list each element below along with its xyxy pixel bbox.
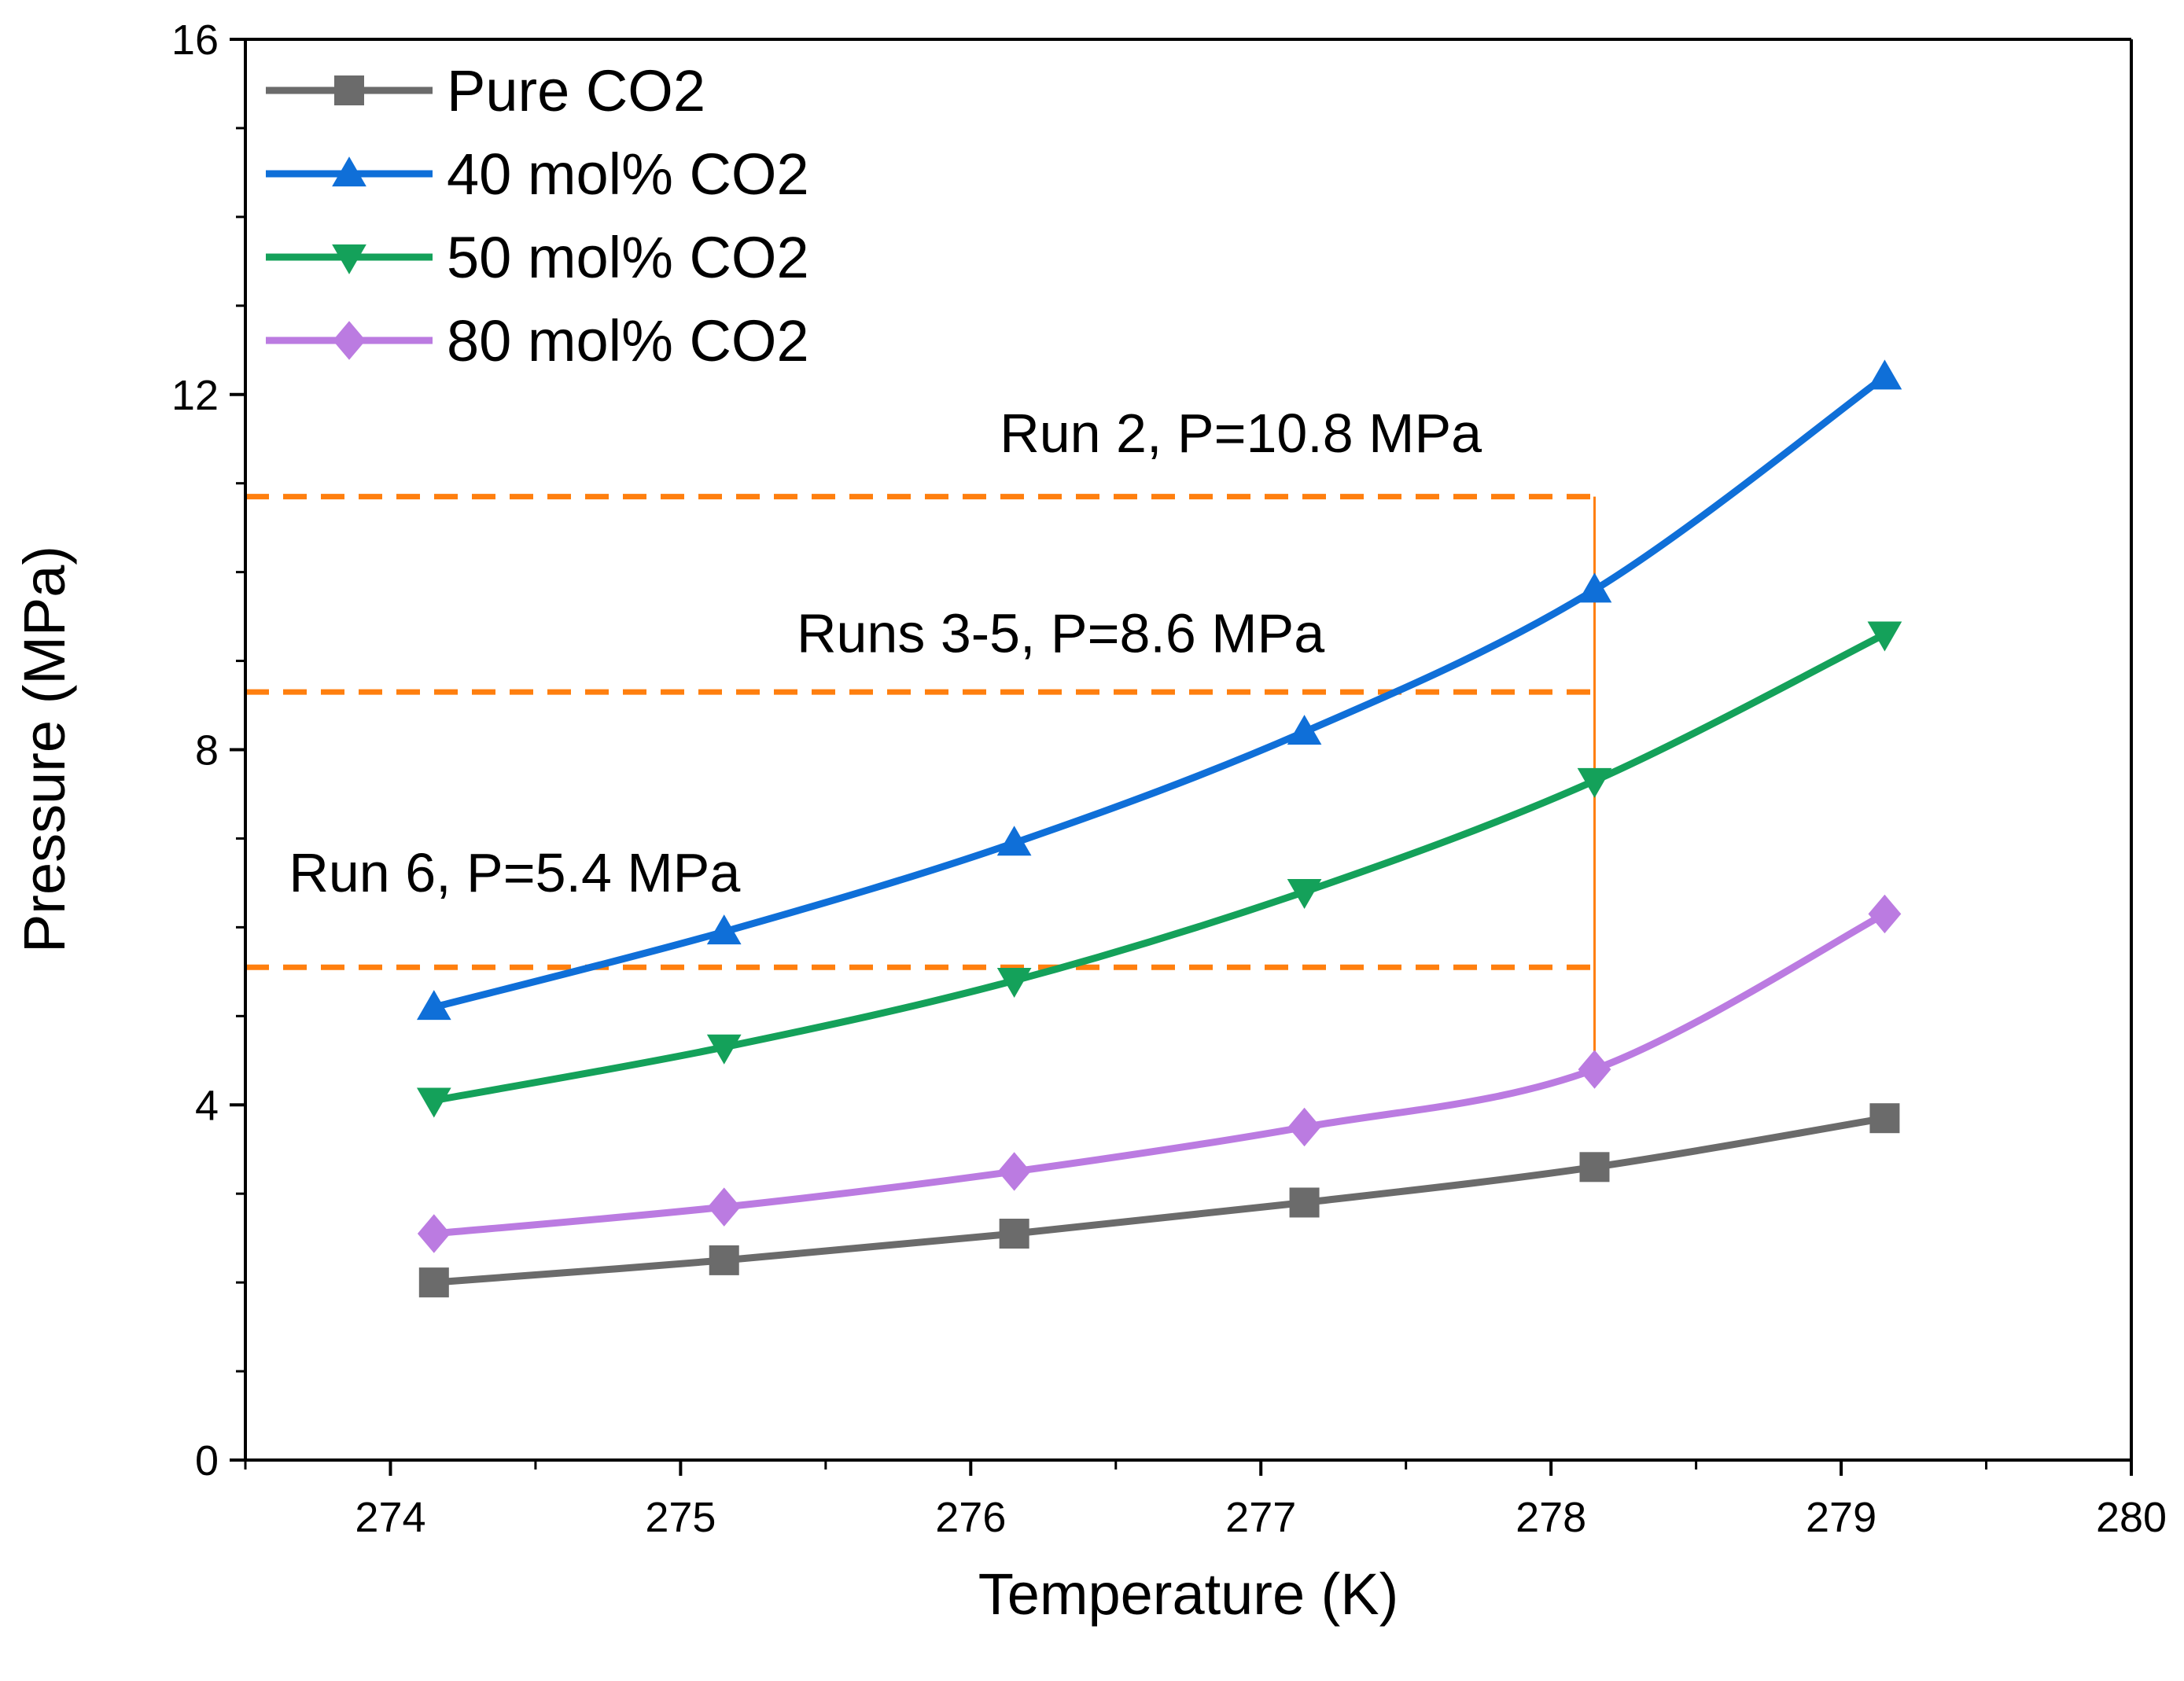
x-tick-label: 274 xyxy=(355,1494,425,1541)
data-point-pure-co2 xyxy=(418,1267,449,1298)
annotation-runs-3-5: Runs 3-5, P=8.6 MPa xyxy=(797,602,1324,664)
legend: Pure CO2 40 mol% CO2 50 mol% CO2 80 mol% CO… xyxy=(266,58,809,373)
y-tick-label: 8 xyxy=(195,727,219,774)
data-point-50-mol-co2 xyxy=(706,1034,742,1065)
legend-label-40-mol-co2: 40 mol% CO2 xyxy=(447,142,809,207)
x-axis-title: Temperature (K) xyxy=(978,1561,1399,1627)
data-point-pure-co2 xyxy=(999,1219,1029,1249)
data-point-pure-co2 xyxy=(1579,1152,1610,1183)
data-point-40-mol-co2 xyxy=(1867,359,1902,390)
y-tick-label: 4 xyxy=(195,1082,219,1129)
data-point-pure-co2 xyxy=(709,1245,739,1275)
data-point-pure-co2 xyxy=(1289,1187,1320,1218)
legend-marker-80-mol-co2 xyxy=(333,321,366,360)
x-tick-label: 280 xyxy=(2096,1494,2167,1541)
data-point-50-mol-co2 xyxy=(996,967,1032,998)
data-point-80-mol-co2 xyxy=(1868,894,1902,934)
x-tick-label: 278 xyxy=(1516,1494,1586,1541)
data-point-80-mol-co2 xyxy=(1578,1050,1611,1089)
x-tick-label: 279 xyxy=(1806,1494,1876,1541)
data-point-40-mol-co2 xyxy=(996,826,1032,856)
series-line-80-mol-co2 xyxy=(433,910,1887,1238)
x-tick-label: 276 xyxy=(935,1494,1006,1541)
data-point-50-mol-co2 xyxy=(1287,879,1322,910)
data-point-40-mol-co2 xyxy=(706,914,742,945)
annotation-run-6: Run 6, P=5.4 MPa xyxy=(289,842,740,903)
legend-label-50-mol-co2: 50 mol% CO2 xyxy=(447,225,809,290)
data-point-80-mol-co2 xyxy=(417,1214,451,1253)
legend-label-pure-co2: Pure CO2 xyxy=(447,58,705,123)
series-line-pure-co2 xyxy=(433,1114,1886,1286)
series-group xyxy=(416,359,1902,1298)
annotation-run-2: Run 2, P=10.8 MPa xyxy=(1000,403,1482,464)
y-tick-label: 12 xyxy=(171,372,219,419)
data-point-40-mol-co2 xyxy=(416,990,451,1021)
data-point-80-mol-co2 xyxy=(707,1187,741,1227)
reference-lines xyxy=(245,494,1596,1070)
data-point-50-mol-co2 xyxy=(1867,621,1902,652)
legend-marker-50-mol-co2 xyxy=(332,244,366,274)
data-point-pure-co2 xyxy=(1869,1103,1900,1134)
legend-marker-pure-co2 xyxy=(334,75,364,105)
legend-label-80-mol-co2: 80 mol% CO2 xyxy=(447,308,809,373)
data-point-80-mol-co2 xyxy=(997,1152,1031,1191)
legend-marker-40-mol-co2 xyxy=(332,156,366,187)
data-point-50-mol-co2 xyxy=(416,1087,451,1118)
data-point-50-mol-co2 xyxy=(1577,767,1612,798)
y-tick-label: 0 xyxy=(195,1437,219,1484)
x-tick-label: 277 xyxy=(1225,1494,1296,1541)
data-point-40-mol-co2 xyxy=(1287,715,1322,745)
series-line-50-mol-co2 xyxy=(433,631,1887,1105)
data-point-80-mol-co2 xyxy=(1287,1107,1321,1147)
data-point-40-mol-co2 xyxy=(1577,572,1612,603)
y-axis-title: Pressure (MPa) xyxy=(12,546,77,953)
y-tick-label: 16 xyxy=(171,17,219,64)
ticks: 274 275 276 277 278 279 280 0 4 8 12 16 xyxy=(171,17,2167,1541)
annotations: Run 2, P=10.8 MPa Runs 3-5, P=8.6 MPa Ru… xyxy=(289,403,1482,903)
series-line-40-mol-co2 xyxy=(433,373,1888,1011)
x-tick-label: 275 xyxy=(645,1494,716,1541)
